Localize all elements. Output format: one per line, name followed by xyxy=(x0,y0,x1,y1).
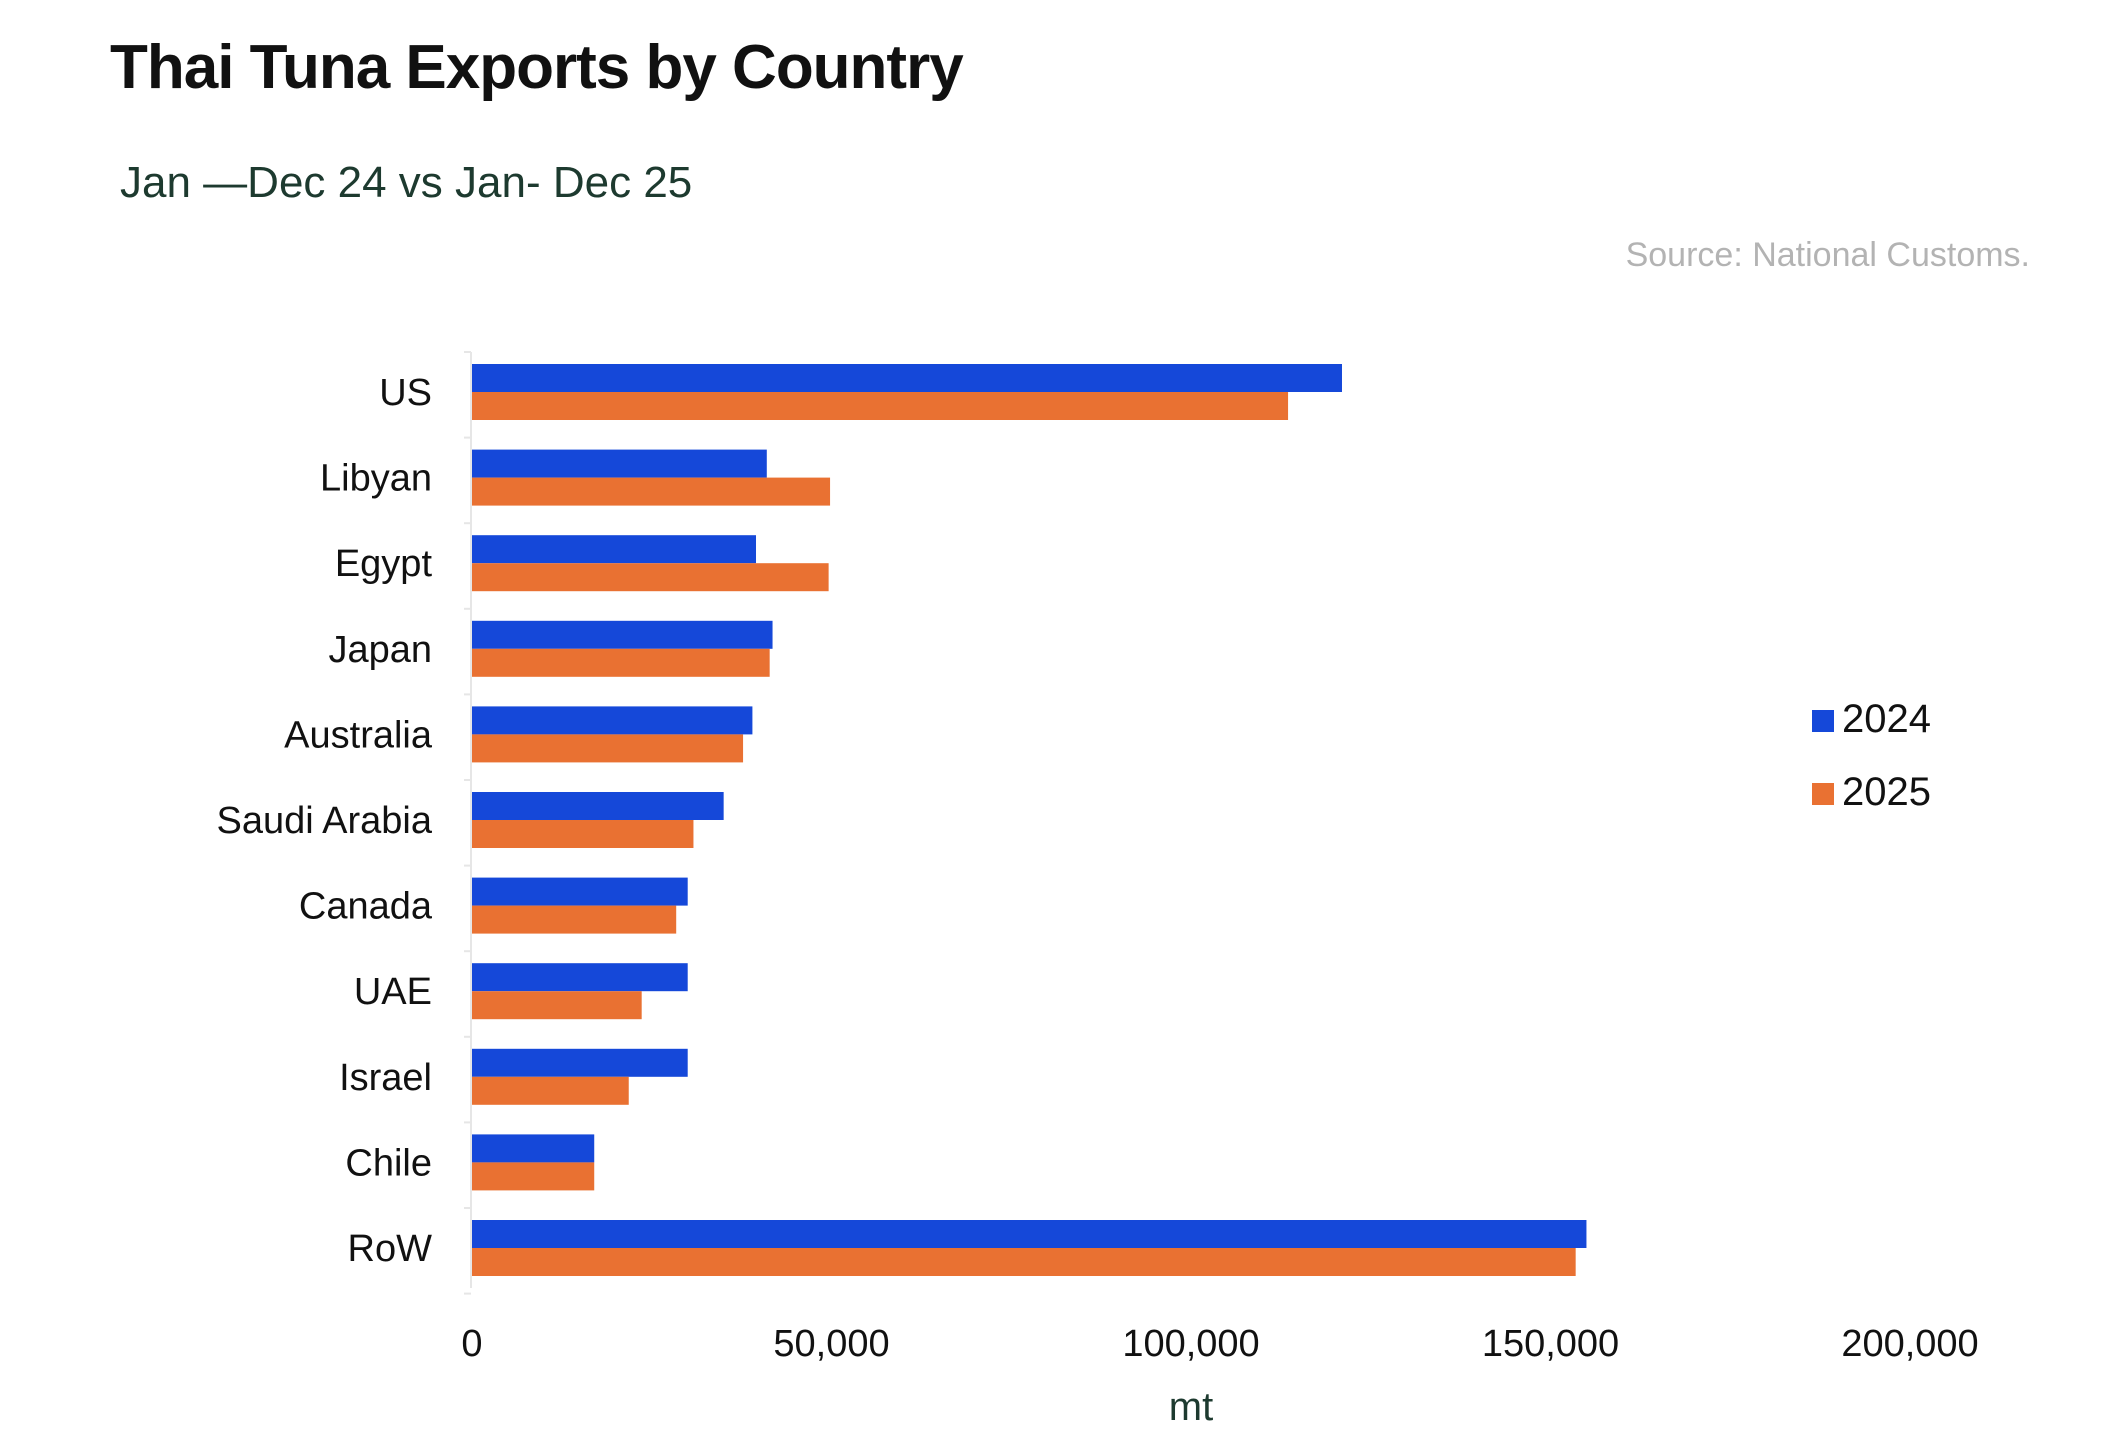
bar-2025-us xyxy=(472,392,1289,420)
category-label-us: US xyxy=(379,372,432,414)
legend-label-2025: 2025 xyxy=(1842,770,1931,814)
chart-title: Thai Tuna Exports by Country xyxy=(110,33,964,102)
x-axis-title: mt xyxy=(1169,1385,1213,1429)
bar-2024-egypt xyxy=(472,535,757,564)
category-label-saudi-arabia: Saudi Arabia xyxy=(217,800,433,842)
category-label-israel: Israel xyxy=(339,1057,432,1099)
legend-swatch-2025 xyxy=(1812,783,1834,805)
legend-swatch-2024 xyxy=(1812,710,1834,732)
bar-2024-saudi-arabia xyxy=(472,792,724,820)
bar-2024-australia xyxy=(472,706,753,735)
bar-2025-saudi-arabia xyxy=(472,820,694,848)
x-tick-label: 150,000 xyxy=(1482,1323,1619,1365)
bar-2024-japan xyxy=(472,620,773,649)
category-label-canada: Canada xyxy=(299,886,433,928)
bar-2024-canada xyxy=(472,877,688,906)
bar-2025-libyan xyxy=(472,477,831,506)
x-tick-label: 0 xyxy=(461,1323,482,1365)
x-tick-label: 200,000 xyxy=(1841,1323,1978,1365)
bar-2025-japan xyxy=(472,648,770,677)
source-note: Source: National Customs. xyxy=(1625,236,2030,274)
legend-label-2024: 2024 xyxy=(1842,697,1931,741)
bar-2024-us xyxy=(472,364,1342,392)
bar-2024-uae xyxy=(472,963,688,992)
category-label-chile: Chile xyxy=(345,1142,432,1184)
bar-2025-chile xyxy=(472,1162,595,1191)
chart-subtitle: Jan —Dec 24 vs Jan- Dec 25 xyxy=(120,158,693,207)
category-label-uae: UAE xyxy=(354,971,432,1013)
bar-2025-australia xyxy=(472,734,744,763)
x-tick-label: 100,000 xyxy=(1122,1323,1259,1365)
bar-2024-chile xyxy=(472,1134,595,1163)
bar-2025-row xyxy=(472,1248,1576,1276)
x-tick-label: 50,000 xyxy=(773,1323,889,1365)
bar-2024-libyan xyxy=(472,449,767,478)
category-label-japan: Japan xyxy=(328,629,432,671)
category-label-row: RoW xyxy=(348,1228,433,1270)
bar-2025-israel xyxy=(472,1076,629,1105)
bar-2024-row xyxy=(472,1220,1587,1248)
bar-2024-israel xyxy=(472,1048,688,1077)
category-label-egypt: Egypt xyxy=(335,543,433,585)
bar-2025-canada xyxy=(472,905,677,934)
bar-2025-egypt xyxy=(472,563,829,592)
bar-2025-uae xyxy=(472,991,642,1020)
category-label-australia: Australia xyxy=(284,714,433,756)
category-label-libyan: Libyan xyxy=(320,458,432,500)
